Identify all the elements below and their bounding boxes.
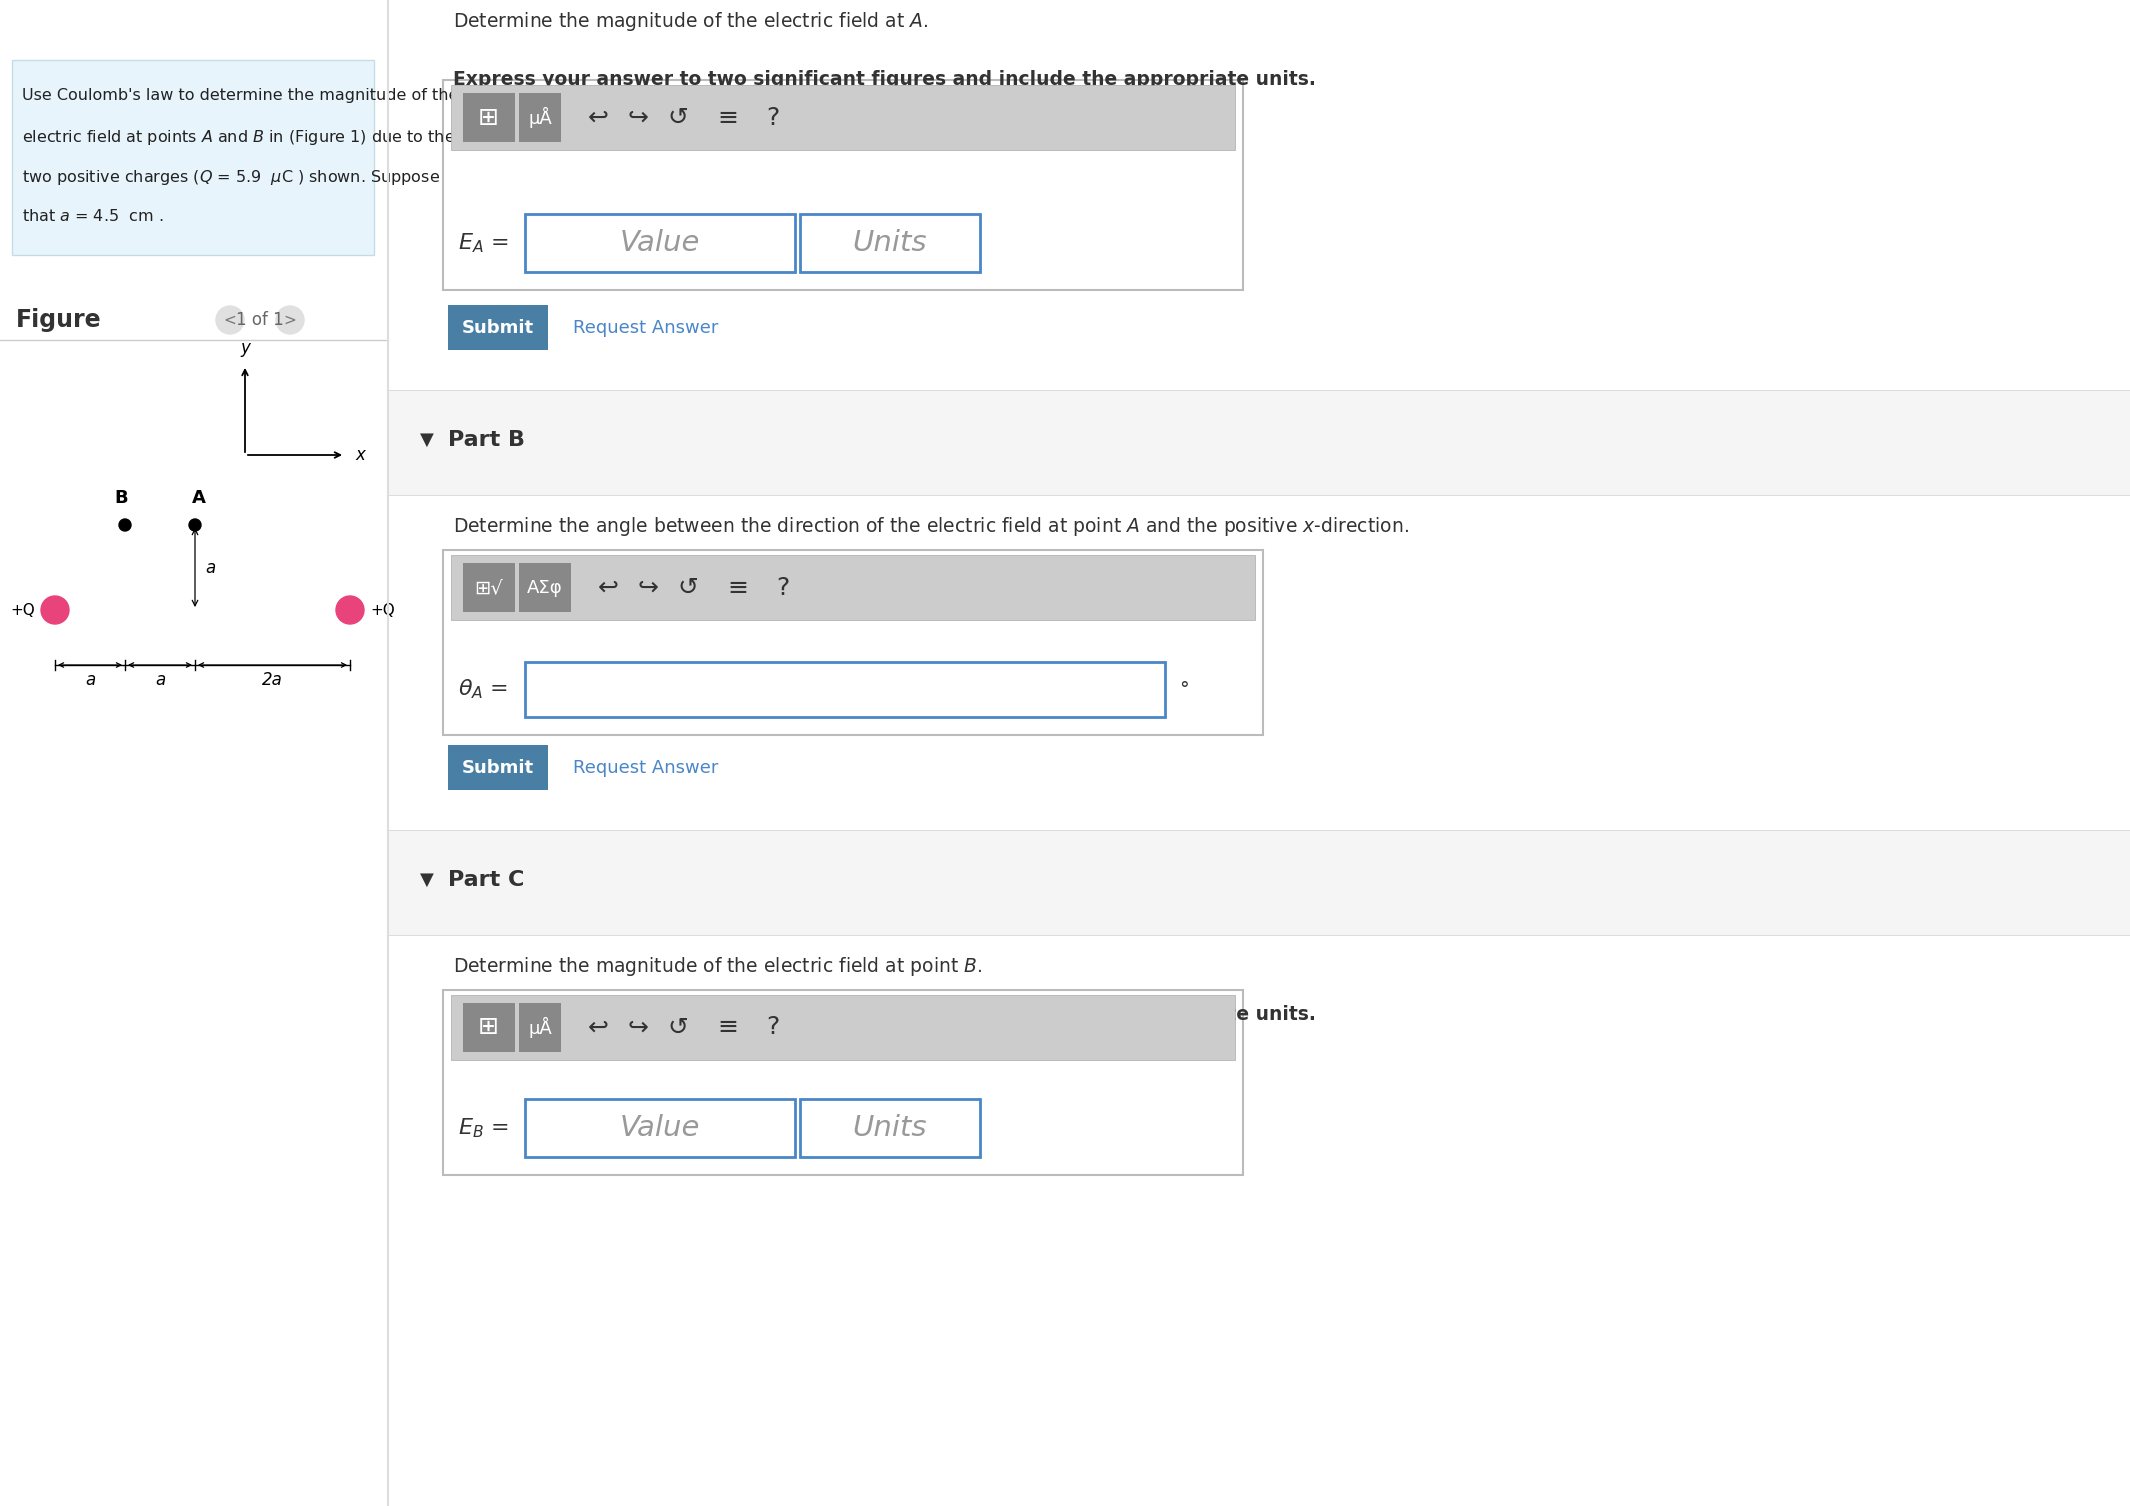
Bar (443, 80, 1244, 291)
Bar (388, 390, 2130, 495)
Text: +Q: +Q (371, 602, 394, 617)
Text: Units: Units (852, 1114, 927, 1142)
Bar (443, 989, 1244, 1175)
Text: +Q: +Q (11, 602, 34, 617)
Text: ⊞​: ⊞​ (479, 105, 501, 130)
Circle shape (119, 520, 132, 532)
Text: Express your answer to two significant figures and include the appropriate units: Express your answer to two significant f… (454, 1005, 1316, 1024)
Text: ↩: ↩ (588, 105, 609, 130)
Text: ⊞​: ⊞​ (479, 1015, 501, 1039)
Bar (801, 214, 980, 273)
Text: Express your answer using two significant figures.: Express your answer using two significan… (454, 565, 988, 584)
Text: μÅ: μÅ (528, 1017, 552, 1038)
Text: ⊞√: ⊞√ (475, 578, 503, 596)
Text: Use Coulomb's law to determine the magnitude of the: Use Coulomb's law to determine the magni… (21, 87, 458, 102)
Text: Request Answer: Request Answer (573, 318, 718, 336)
Text: μÅ: μÅ (528, 107, 552, 128)
Bar (452, 556, 1255, 620)
Text: Express your answer to two significant figures and include the appropriate units: Express your answer to two significant f… (454, 69, 1316, 89)
Text: y: y (241, 339, 249, 357)
Text: ↩: ↩ (599, 575, 618, 599)
Bar (452, 84, 1235, 151)
Text: $E_A$ =: $E_A$ = (458, 232, 509, 255)
Text: ↺: ↺ (677, 575, 699, 599)
Text: a: a (85, 672, 96, 690)
Text: Part B: Part B (447, 429, 524, 449)
Text: ≡: ≡ (728, 575, 748, 599)
Text: that $a$ = 4.5  cm .: that $a$ = 4.5 cm . (21, 208, 164, 224)
Text: Submit: Submit (462, 759, 535, 777)
Bar (0, 0, 388, 1506)
Text: ↺: ↺ (667, 105, 688, 130)
Circle shape (40, 596, 68, 623)
Text: Value: Value (620, 1114, 701, 1142)
Bar (388, 830, 2130, 935)
Text: ↺: ↺ (667, 1015, 688, 1039)
Text: a: a (155, 672, 166, 690)
Bar (520, 93, 560, 142)
Bar (13, 60, 375, 255)
Bar (462, 93, 515, 142)
Bar (462, 1003, 515, 1053)
Text: Part C: Part C (447, 869, 524, 890)
Text: ▼: ▼ (420, 431, 435, 449)
Text: B: B (115, 489, 128, 508)
Text: ↪: ↪ (637, 575, 658, 599)
Circle shape (190, 520, 200, 532)
Text: Determine the magnitude of the electric field at $A$.: Determine the magnitude of the electric … (454, 11, 929, 33)
Bar (388, 0, 2130, 1506)
Text: ▼: ▼ (420, 870, 435, 889)
Bar (801, 1099, 980, 1157)
Text: <: < (224, 313, 236, 327)
Text: Units: Units (852, 229, 927, 258)
Text: $\theta_A$ =: $\theta_A$ = (458, 678, 509, 702)
Circle shape (215, 306, 245, 334)
Text: Determine the angle between the direction of the electric field at point $A$ and: Determine the angle between the directio… (454, 515, 1408, 538)
Text: °: ° (1180, 681, 1189, 699)
Text: Determine the magnitude of the electric field at point $B$.: Determine the magnitude of the electric … (454, 955, 982, 977)
Text: $E_B$ =: $E_B$ = (458, 1116, 509, 1140)
Text: electric field at points $A$ and $B$ in (Figure 1) due to the: electric field at points $A$ and $B$ in … (21, 128, 456, 148)
Text: >: > (283, 313, 296, 327)
Text: Figure: Figure (17, 309, 102, 331)
Circle shape (337, 596, 364, 623)
Bar (452, 995, 1235, 1060)
Text: A: A (192, 489, 207, 508)
Text: ↪: ↪ (628, 105, 648, 130)
Text: 2a: 2a (262, 672, 283, 690)
Bar (520, 563, 571, 611)
Bar (524, 663, 1165, 717)
Text: a: a (204, 559, 215, 577)
Bar (447, 306, 547, 349)
Bar (520, 1003, 560, 1053)
Text: 1 of 1: 1 of 1 (236, 312, 283, 328)
Bar (524, 1099, 794, 1157)
Text: ≡: ≡ (718, 1015, 739, 1039)
Text: Request Answer: Request Answer (573, 759, 718, 777)
Bar (462, 563, 515, 611)
Text: ΑΣφ: ΑΣφ (528, 578, 562, 596)
Text: ↩: ↩ (588, 1015, 609, 1039)
Bar (524, 214, 794, 273)
Bar (443, 550, 1263, 735)
Text: ≡: ≡ (718, 105, 739, 130)
Text: Submit: Submit (462, 318, 535, 336)
Text: ?: ? (775, 575, 790, 599)
Bar (447, 745, 547, 791)
Text: Value: Value (620, 229, 701, 258)
Text: ?: ? (767, 105, 780, 130)
Text: x: x (356, 446, 364, 464)
Text: two positive charges ($Q$ = 5.9  $\mu$C ) shown. Suppose: two positive charges ($Q$ = 5.9 $\mu$C )… (21, 169, 441, 187)
Text: ↪: ↪ (628, 1015, 648, 1039)
Text: ?: ? (767, 1015, 780, 1039)
Circle shape (277, 306, 305, 334)
